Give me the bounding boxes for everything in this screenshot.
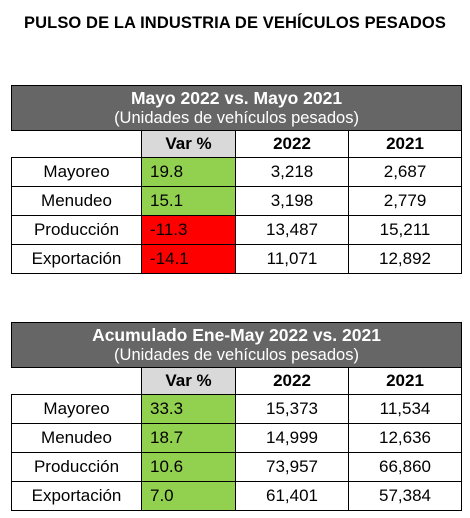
cumulative-comparison-table: Acumulado Ene-May 2022 vs. 2021 (Unidade… xyxy=(10,322,463,511)
monthly-comparison-table: Mayo 2022 vs. Mayo 2021 (Unidades de veh… xyxy=(10,85,463,274)
table-row: Mayoreo 33.3 15,373 11,534 xyxy=(11,394,463,424)
value-2022: 11,071 xyxy=(235,244,349,274)
var-cell: 15.1 xyxy=(141,186,236,216)
var-cell: 10.6 xyxy=(141,452,236,482)
table-row: Exportación 7.0 61,401 57,384 xyxy=(11,481,463,511)
table-header-cell: Mayo 2022 vs. Mayo 2021 (Unidades de veh… xyxy=(10,85,463,131)
var-cell: -14.1 xyxy=(141,244,236,274)
value-2021: 57,384 xyxy=(347,481,463,511)
empty-corner-cell xyxy=(11,130,142,158)
var-cell: 19.8 xyxy=(141,157,236,187)
value-2022: 13,487 xyxy=(235,215,349,245)
row-label: Producción xyxy=(11,215,142,245)
table-header-cell: Acumulado Ene-May 2022 vs. 2021 (Unidade… xyxy=(10,322,463,368)
table-row: Exportación -14.1 11,071 12,892 xyxy=(11,244,463,274)
row-label: Mayoreo xyxy=(11,394,142,424)
row-label: Menudeo xyxy=(11,186,142,216)
column-header-2022: 2022 xyxy=(235,130,349,158)
value-2022: 3,218 xyxy=(235,157,349,187)
column-header-row: Var % 2022 2021 xyxy=(11,130,463,158)
row-label: Exportación xyxy=(11,481,142,511)
table-header: Acumulado Ene-May 2022 vs. 2021 (Unidade… xyxy=(10,322,463,368)
column-header-2021: 2021 xyxy=(347,130,463,158)
value-2021: 66,860 xyxy=(347,452,463,482)
value-2021: 2,779 xyxy=(347,186,463,216)
row-label: Mayoreo xyxy=(11,157,142,187)
table-subheading: (Unidades de vehículos pesados) xyxy=(114,109,359,127)
empty-corner-cell xyxy=(11,367,142,395)
table-row: Producción 10.6 73,957 66,860 xyxy=(11,452,463,482)
table-header: Mayo 2022 vs. Mayo 2021 (Unidades de veh… xyxy=(10,85,463,131)
table-row: Producción -11.3 13,487 15,211 xyxy=(11,215,463,245)
column-header-2021: 2021 xyxy=(347,367,463,395)
table-heading: Mayo 2022 vs. Mayo 2021 xyxy=(130,88,343,108)
column-header-var: Var % xyxy=(141,130,236,158)
column-header-row: Var % 2022 2021 xyxy=(11,367,463,395)
row-label: Menudeo xyxy=(11,423,142,453)
var-cell: 7.0 xyxy=(141,481,236,511)
value-2021: 15,211 xyxy=(347,215,463,245)
var-cell: 33.3 xyxy=(141,394,236,424)
column-header-var: Var % xyxy=(141,367,236,395)
column-header-2022: 2022 xyxy=(235,367,349,395)
row-label: Exportación xyxy=(11,244,142,274)
value-2022: 73,957 xyxy=(235,452,349,482)
value-2022: 14,999 xyxy=(235,423,349,453)
row-label: Producción xyxy=(11,452,142,482)
value-2021: 2,687 xyxy=(347,157,463,187)
value-2022: 61,401 xyxy=(235,481,349,511)
table-heading: Acumulado Ene-May 2022 vs. 2021 xyxy=(92,325,381,345)
value-2021: 12,636 xyxy=(347,423,463,453)
var-cell: 18.7 xyxy=(141,423,236,453)
value-2022: 15,373 xyxy=(235,394,349,424)
table-row: Menudeo 15.1 3,198 2,779 xyxy=(11,186,463,216)
var-cell: -11.3 xyxy=(141,215,236,245)
table-subheading: (Unidades de vehículos pesados) xyxy=(114,346,359,364)
value-2022: 3,198 xyxy=(235,186,349,216)
value-2021: 12,892 xyxy=(347,244,463,274)
table-row: Menudeo 18.7 14,999 12,636 xyxy=(11,423,463,453)
table-row: Mayoreo 19.8 3,218 2,687 xyxy=(11,157,463,187)
page-title: PULSO DE LA INDUSTRIA DE VEHÍCULOS PESAD… xyxy=(24,14,446,32)
value-2021: 11,534 xyxy=(347,394,463,424)
